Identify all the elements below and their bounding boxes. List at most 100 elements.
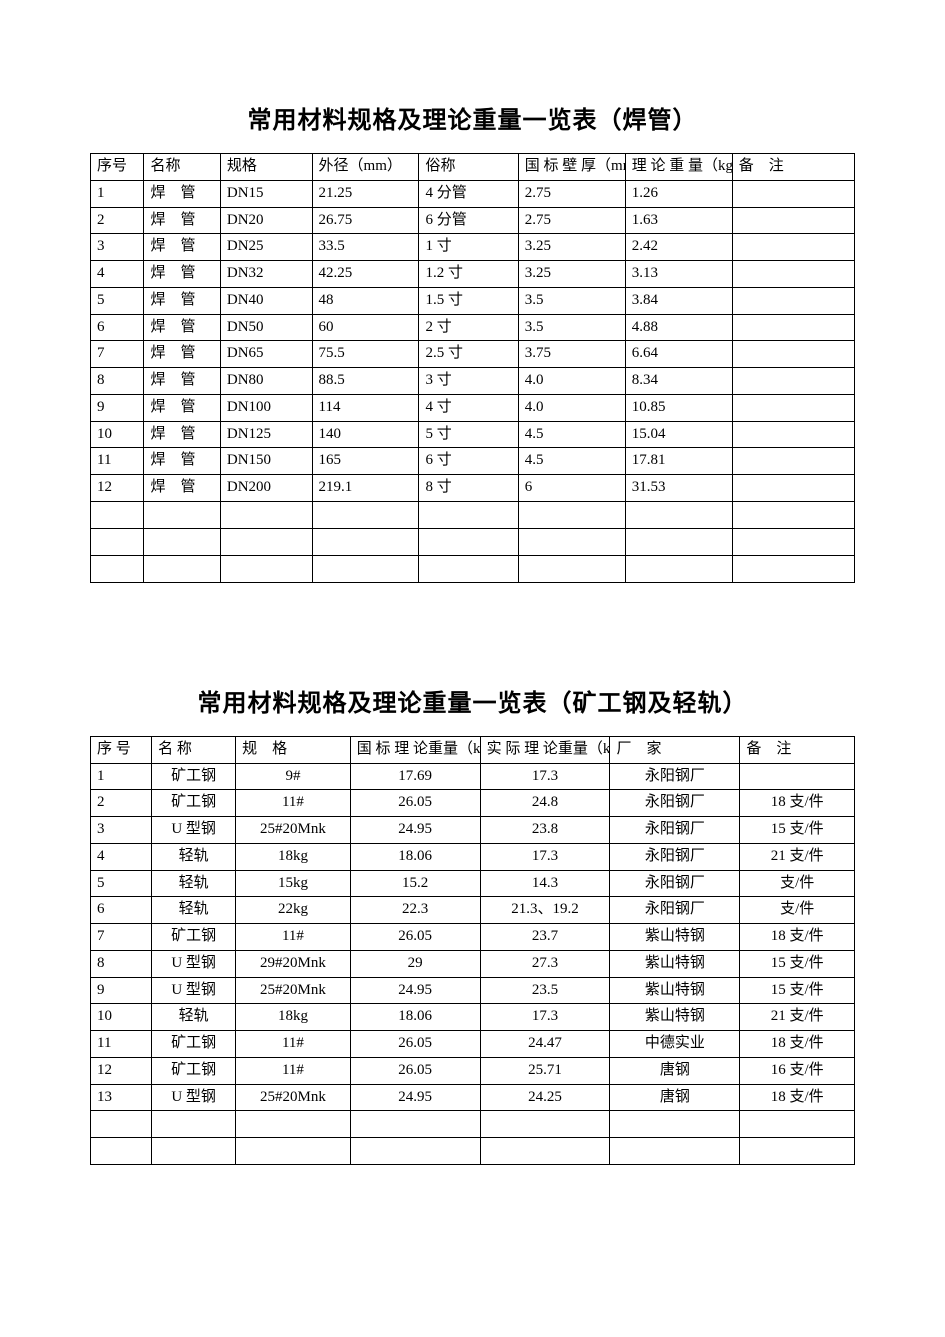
table-cell: 3.75 (518, 341, 625, 368)
table-row: 10轻轨18kg18.0617.3紫山特钢21 支/件 (91, 1004, 855, 1031)
table-cell: 24.47 (480, 1031, 610, 1058)
table-row: 9U 型钢25#20Mnk24.9523.5紫山特钢15 支/件 (91, 977, 855, 1004)
table2-head: 序 号名 称规 格国 标 理 论重量（kg/m）实 际 理 论重量（kg/m）厂… (91, 736, 855, 763)
table-cell: 24.95 (350, 977, 480, 1004)
table-cell: 18.06 (350, 1004, 480, 1031)
table-cell: 26.05 (350, 924, 480, 951)
table-cell: 15 支/件 (740, 977, 855, 1004)
table-cell (732, 261, 854, 288)
table-cell: 18.06 (350, 843, 480, 870)
table-cell: 唐钢 (610, 1057, 740, 1084)
column-header: 序号 (91, 154, 144, 181)
table-cell (732, 207, 854, 234)
table-cell: 4.88 (625, 314, 732, 341)
table-cell: 6 分管 (419, 207, 518, 234)
table-cell: 3.25 (518, 234, 625, 261)
table-cell: 17.3 (480, 843, 610, 870)
column-header: 厂 家 (610, 736, 740, 763)
table2-header-row: 序 号名 称规 格国 标 理 论重量（kg/m）实 际 理 论重量（kg/m）厂… (91, 736, 855, 763)
table-cell: 9 (91, 977, 152, 1004)
table-cell: 焊 管 (144, 421, 220, 448)
table-cell: 12 (91, 1057, 152, 1084)
table-row: 6焊 管DN50602 寸3.54.88 (91, 314, 855, 341)
table-cell: 25#20Mnk (236, 977, 351, 1004)
table-cell: 2 寸 (419, 314, 518, 341)
table-cell: 6 (91, 897, 152, 924)
table-cell: 21 支/件 (740, 1004, 855, 1031)
table-cell (732, 314, 854, 341)
table-cell (625, 501, 732, 528)
table-cell: 唐钢 (610, 1084, 740, 1111)
table-cell: 1 寸 (419, 234, 518, 261)
table-cell: 25.71 (480, 1057, 610, 1084)
table-cell (91, 1138, 152, 1165)
table-cell: 48 (312, 287, 419, 314)
table-cell: 2 (91, 207, 144, 234)
table-cell: 紫山特钢 (610, 977, 740, 1004)
table-cell: 23.7 (480, 924, 610, 951)
table-row: 8U 型钢29#20Mnk2927.3紫山特钢15 支/件 (91, 950, 855, 977)
table-cell: 焊 管 (144, 314, 220, 341)
table-cell: 3.5 (518, 314, 625, 341)
table-cell: 42.25 (312, 261, 419, 288)
table-cell: 5 (91, 870, 152, 897)
table-cell: 永阳钢厂 (610, 817, 740, 844)
table-cell: 3 (91, 817, 152, 844)
table-cell: 9 (91, 394, 144, 421)
table-cell: U 型钢 (152, 977, 236, 1004)
table-cell: 25#20Mnk (236, 817, 351, 844)
table-cell (91, 555, 144, 582)
table-cell: 16 支/件 (740, 1057, 855, 1084)
table-cell: DN150 (220, 448, 312, 475)
table-cell: DN25 (220, 234, 312, 261)
table-cell: DN100 (220, 394, 312, 421)
table-cell: DN50 (220, 314, 312, 341)
table-cell: 88.5 (312, 368, 419, 395)
table-cell: 114 (312, 394, 419, 421)
column-header: 理 论 重 量（kg/m） (625, 154, 732, 181)
table-cell: 10 (91, 421, 144, 448)
table-cell: 10.85 (625, 394, 732, 421)
table-cell: 11 (91, 1031, 152, 1058)
table-cell: DN125 (220, 421, 312, 448)
table-cell: 4 寸 (419, 394, 518, 421)
table-cell: 焊 管 (144, 180, 220, 207)
table-row: 11矿工钢11#26.0524.47中德实业18 支/件 (91, 1031, 855, 1058)
table-cell: U 型钢 (152, 817, 236, 844)
table-row-empty (91, 1138, 855, 1165)
table-cell (480, 1111, 610, 1138)
table-cell: 1.26 (625, 180, 732, 207)
table-cell: 轻轨 (152, 1004, 236, 1031)
table-cell: 焊 管 (144, 261, 220, 288)
table-cell: 15 支/件 (740, 950, 855, 977)
table-cell: DN65 (220, 341, 312, 368)
table-cell: 2.75 (518, 180, 625, 207)
table-cell: 23.8 (480, 817, 610, 844)
table-cell: 165 (312, 448, 419, 475)
table-row: 12矿工钢11#26.0525.71唐钢16 支/件 (91, 1057, 855, 1084)
table-cell: 10 (91, 1004, 152, 1031)
table-cell: 18 支/件 (740, 924, 855, 951)
table-row: 5轻轨15kg15.214.3永阳钢厂支/件 (91, 870, 855, 897)
table-cell: 26.75 (312, 207, 419, 234)
table-cell: U 型钢 (152, 950, 236, 977)
table-row-empty (91, 528, 855, 555)
table-cell: 焊 管 (144, 287, 220, 314)
table-row: 8焊 管DN8088.53 寸4.08.34 (91, 368, 855, 395)
table-cell: 矿工钢 (152, 790, 236, 817)
table-row-empty (91, 501, 855, 528)
table-cell: 4 (91, 261, 144, 288)
table-cell: 11# (236, 790, 351, 817)
table-cell (732, 234, 854, 261)
table-cell: DN15 (220, 180, 312, 207)
table-cell (152, 1111, 236, 1138)
table-cell (236, 1111, 351, 1138)
table-cell: 支/件 (740, 897, 855, 924)
table-cell (732, 421, 854, 448)
table-cell (144, 501, 220, 528)
table1: 序号名称规格外径（mm）俗称国 标 壁 厚（mm）理 论 重 量（kg/m）备 … (90, 153, 855, 583)
table-cell (732, 528, 854, 555)
table-cell: 12 (91, 475, 144, 502)
table-cell: 11# (236, 924, 351, 951)
table-cell: 8 (91, 368, 144, 395)
